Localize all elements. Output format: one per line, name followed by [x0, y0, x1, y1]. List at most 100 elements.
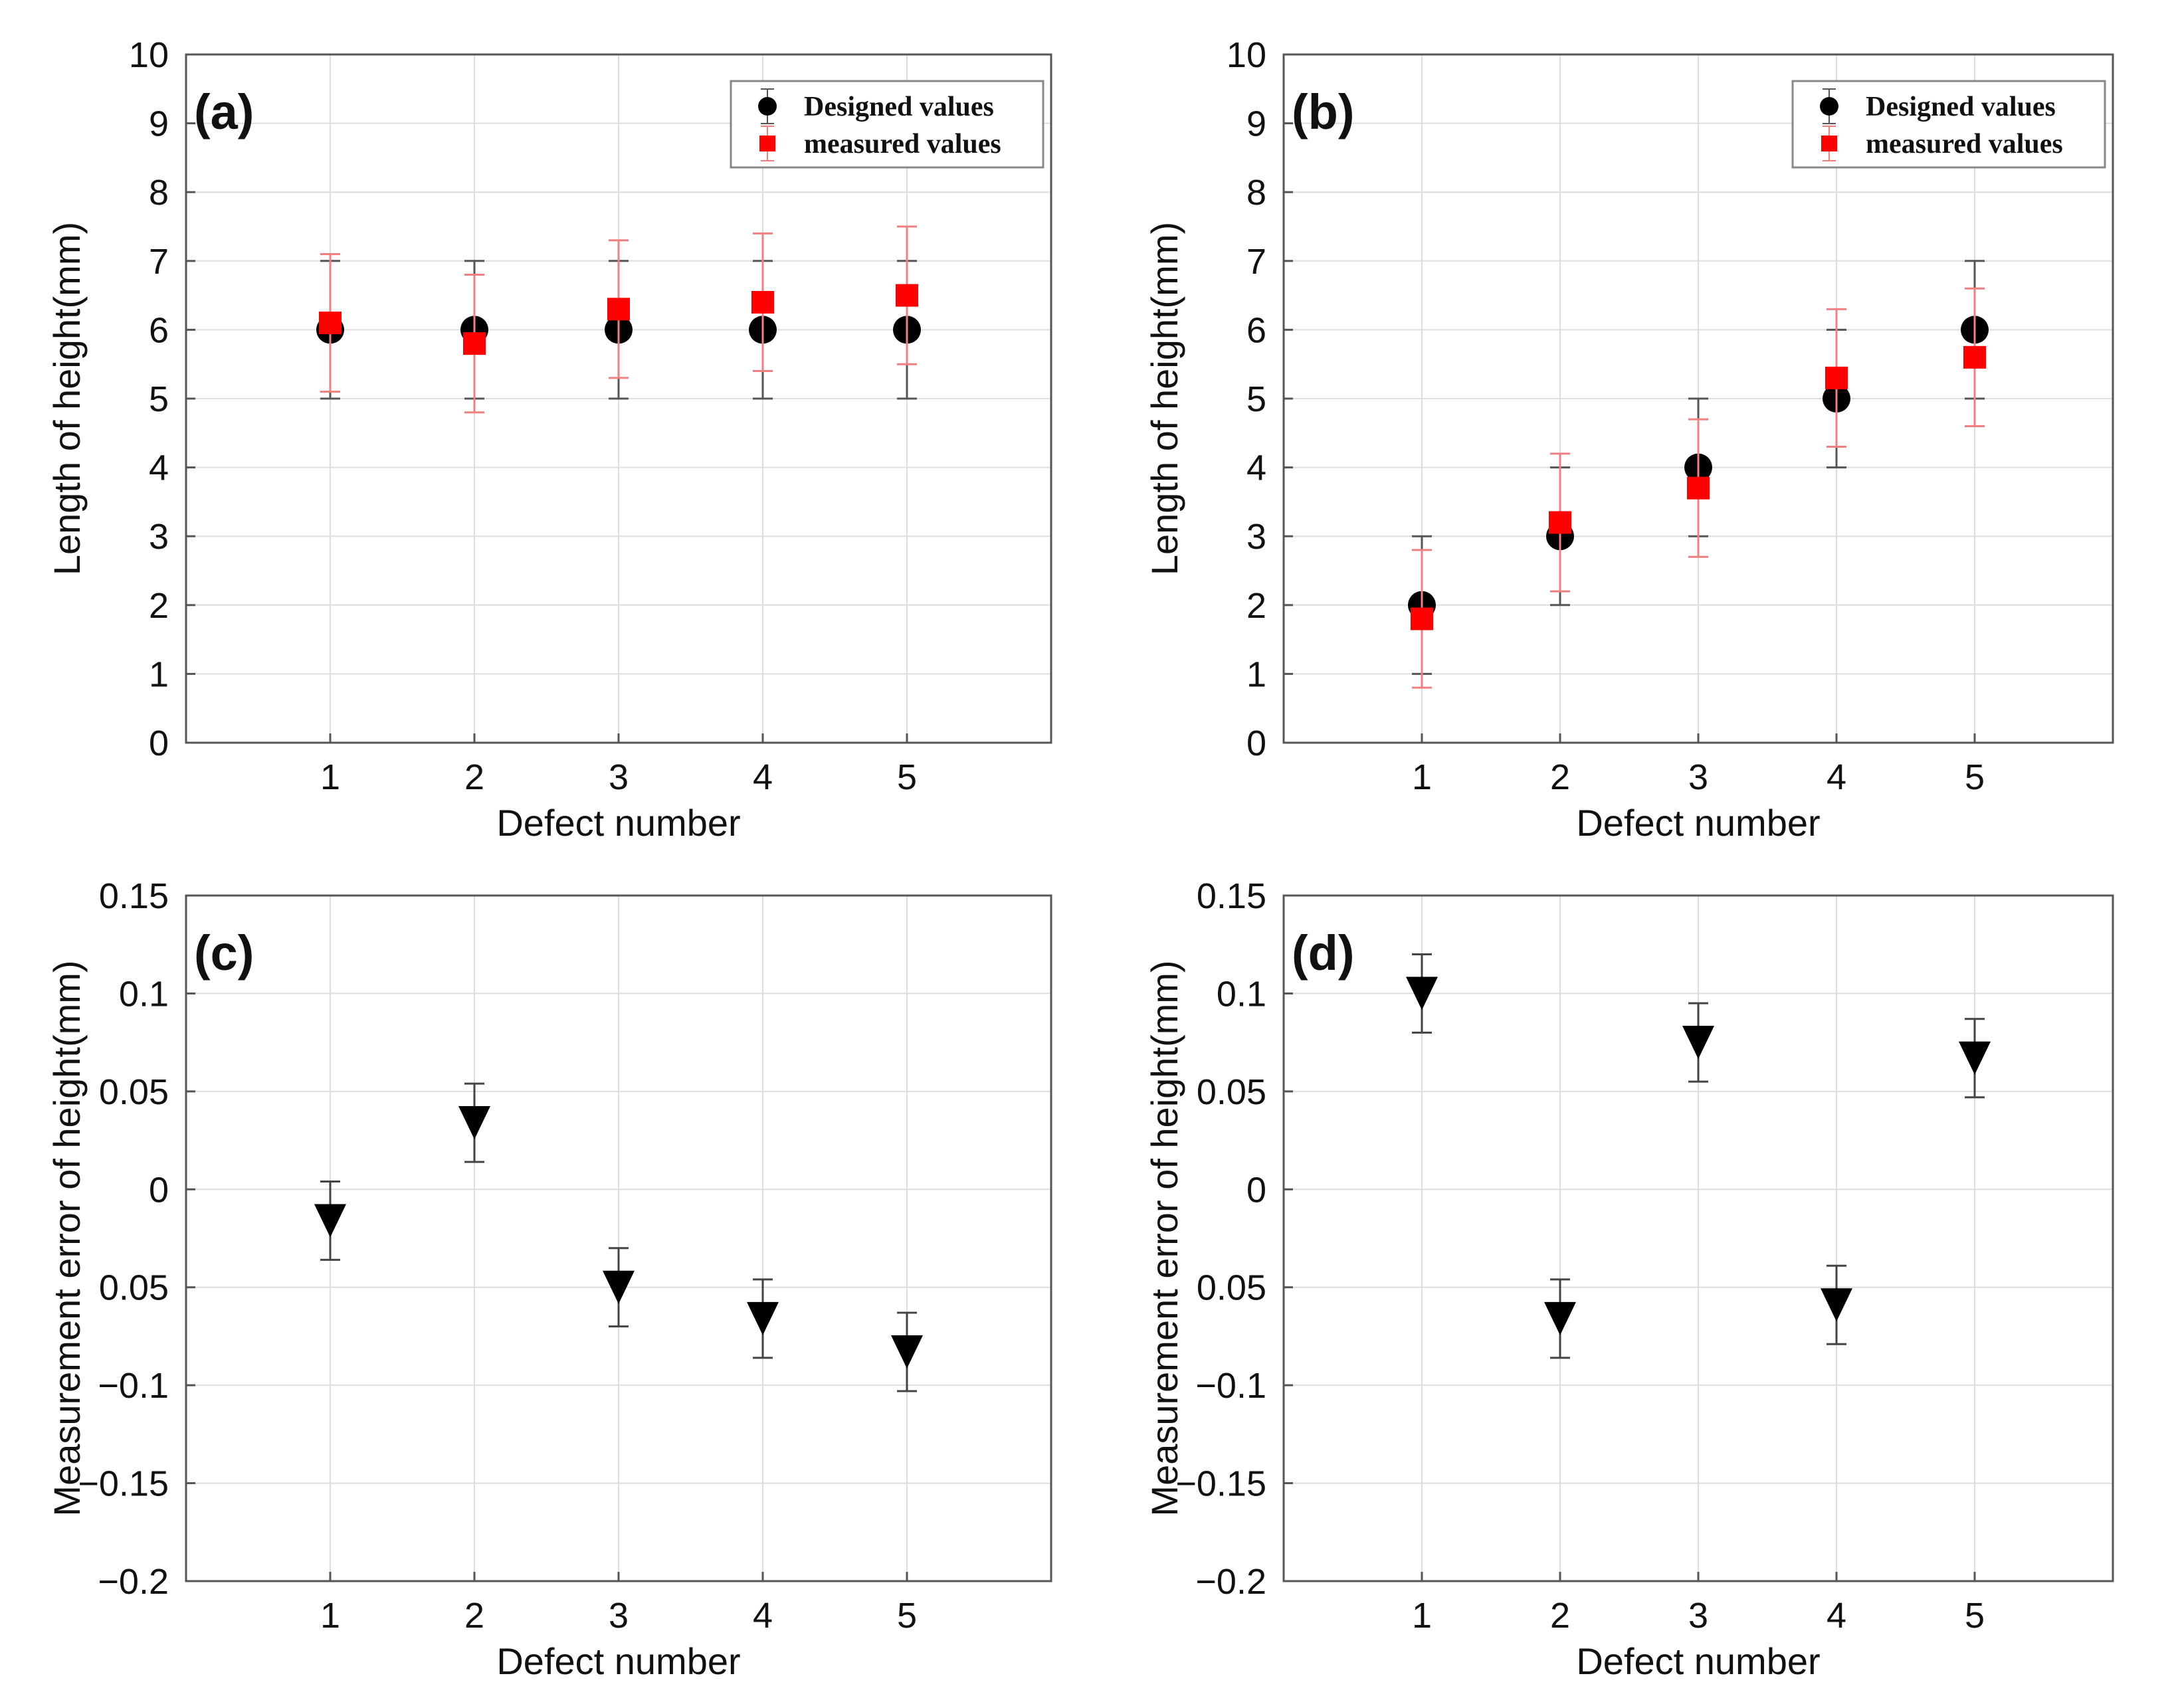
y-tick-label-7: 6: [1246, 310, 1266, 350]
data-point-5: [896, 284, 918, 307]
y-tick-label-3: 2: [1246, 586, 1266, 626]
y-axis-label: Measurement error of height(mm): [1143, 960, 1185, 1516]
y-tick-label-3: 0.05: [1197, 1072, 1266, 1112]
data-point-1: [319, 312, 342, 335]
x-axis-label: Defect number: [1576, 1640, 1820, 1682]
panel-label: (a): [194, 84, 254, 140]
y-tick-label-3: 0.05: [99, 1072, 169, 1112]
y-tick-label-11: 10: [1227, 35, 1266, 75]
x-tick-label-1: 1: [320, 1596, 340, 1636]
data-point-1: [1411, 607, 1433, 630]
y-tick-label-7: −0.15: [1175, 1464, 1266, 1504]
y-tick-label-5: 0.05: [99, 1268, 169, 1308]
legend-label-2: measured values: [1866, 129, 2063, 159]
data-point-1: [1406, 977, 1438, 1010]
series-1: [1406, 953, 1991, 1359]
y-tick-label-11: 10: [129, 35, 169, 75]
x-tick-label-3: 3: [1688, 757, 1708, 797]
x-tick-label-1: 1: [1412, 757, 1432, 797]
y-tick-label-9: 8: [1246, 173, 1266, 213]
data-point-4: [1825, 366, 1848, 389]
y-tick-label-1: 0.15: [1197, 876, 1266, 916]
y-tick-label-7: 6: [149, 310, 169, 350]
x-tick-label-4: 4: [1827, 757, 1846, 797]
y-tick-label-2: 1: [1246, 654, 1266, 694]
data-point-2: [1544, 1301, 1576, 1335]
y-tick-label-5: 4: [1246, 448, 1266, 488]
x-tick-label-2: 2: [464, 1596, 484, 1636]
data-point-3: [603, 1270, 635, 1304]
chart-panel-d: 1 2 3 4 5 0.15 0.1 0.05 0 0.05 −0.1 −0.15 −0.2 Defect…: [1143, 876, 2114, 1682]
legend-marker-2: [759, 136, 775, 151]
y-tick-label-8: 7: [1246, 242, 1266, 282]
panel-label: (b): [1292, 84, 1355, 140]
series-1: [314, 1082, 923, 1392]
x-tick-label-5: 5: [1965, 757, 1985, 797]
data-point-3: [1687, 476, 1710, 500]
y-tick-label-8: 7: [149, 242, 169, 282]
x-tick-label-3: 3: [609, 1596, 629, 1636]
x-tick-label-5: 5: [897, 757, 917, 797]
y-tick-label-8: −0.2: [1195, 1562, 1266, 1602]
x-tick-label-5: 5: [897, 1596, 917, 1636]
y-tick-label-9: 8: [149, 173, 169, 213]
y-tick-label-2: 1: [149, 654, 169, 694]
y-tick-label-5: 4: [149, 448, 169, 488]
chart-panel-b: 1 2 3 4 5 0 1 2 3 4 5 6 7 8 9 10 Defect number Length of …: [1143, 35, 2114, 844]
y-tick-label-2: 0.1: [1217, 974, 1266, 1014]
y-axis-label: Length of height(mm): [46, 222, 88, 575]
x-tick-label-2: 2: [1550, 1596, 1570, 1636]
panel-label: (d): [1292, 925, 1355, 981]
data-point-4: [751, 290, 774, 314]
legend-label-2: measured values: [804, 129, 1001, 159]
x-axis-label: Defect number: [496, 1640, 740, 1682]
y-tick-label-6: 5: [1246, 379, 1266, 419]
y-tick-label-4: 0: [1246, 1170, 1266, 1210]
legend-box: [730, 80, 1044, 169]
data-point-2: [463, 332, 486, 355]
data-point-3: [607, 298, 630, 321]
x-tick-label-4: 4: [1827, 1596, 1846, 1636]
data-point-2: [1549, 511, 1571, 534]
x-tick-label-2: 2: [464, 757, 484, 797]
x-tick-label-4: 4: [753, 757, 773, 797]
data-point-5: [1959, 1041, 1991, 1075]
y-axis-label: Measurement error of height(mm): [46, 960, 88, 1516]
x-tick-label-1: 1: [1412, 1596, 1432, 1636]
x-axis-label: Defect number: [496, 802, 740, 844]
legend-box: [1791, 80, 2106, 169]
legend-label-1: Designed values: [1866, 92, 2056, 122]
y-tick-label-1: 0: [149, 723, 169, 763]
x-tick-label-4: 4: [753, 1596, 773, 1636]
y-tick-label-1: 0.15: [99, 876, 169, 916]
x-tick-label-3: 3: [609, 757, 629, 797]
y-tick-label-10: 9: [149, 104, 169, 144]
legend: Designed values measured values: [1791, 80, 2106, 169]
y-tick-label-6: 5: [149, 379, 169, 419]
data-point-5: [1963, 345, 1986, 369]
legend-marker-1: [758, 97, 777, 116]
y-tick-label-7: −0.15: [78, 1464, 169, 1504]
y-tick-label-4: 3: [1246, 517, 1266, 557]
data-point-4: [1821, 1288, 1852, 1322]
legend-marker-2: [1821, 136, 1837, 151]
y-tick-label-8: −0.2: [98, 1562, 169, 1602]
chart-panel-a: 1 2 3 4 5 0 1 2 3 4 5 6 7 8 9 10 Defect number Length of …: [46, 35, 1052, 844]
panel-label: (c): [194, 925, 254, 981]
data-point-3: [1682, 1026, 1714, 1060]
x-tick-label-1: 1: [320, 757, 340, 797]
data-point-1: [314, 1204, 346, 1238]
y-tick-label-1: 0: [1246, 723, 1266, 763]
x-tick-label-3: 3: [1688, 1596, 1708, 1636]
data-point-4: [747, 1301, 779, 1335]
data-point-5: [891, 1335, 923, 1369]
x-tick-label-2: 2: [1550, 757, 1570, 797]
y-tick-label-2: 0.1: [119, 974, 169, 1014]
data-point-2: [458, 1106, 490, 1140]
y-tick-label-6: −0.1: [98, 1366, 169, 1406]
legend: Designed values measured values: [730, 80, 1044, 169]
y-tick-label-4: 0: [149, 1170, 169, 1210]
series-2: [1411, 287, 1986, 689]
x-axis-label: Defect number: [1576, 802, 1820, 844]
